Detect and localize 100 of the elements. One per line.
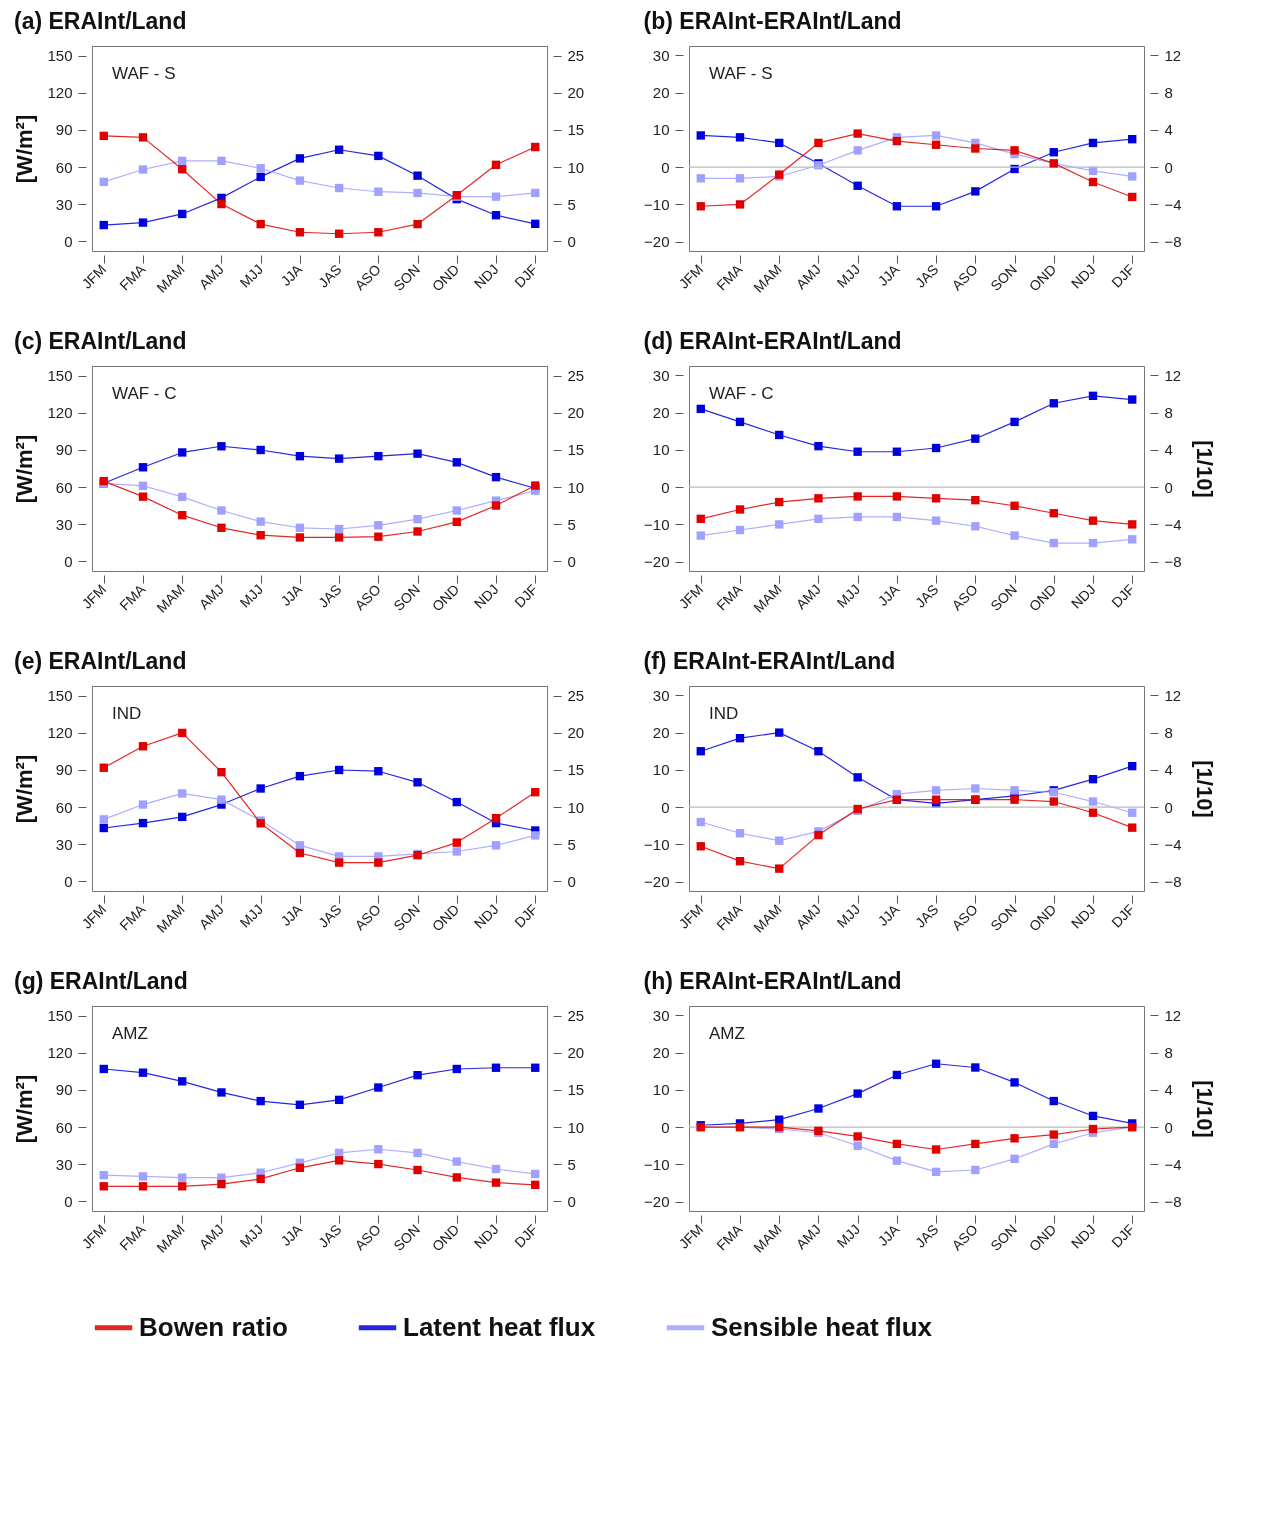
y-tick-label: 30 (652, 366, 670, 384)
y2-tick-label: 4 (1164, 1081, 1173, 1099)
y-tick-label: 120 (47, 84, 73, 102)
y2-tick-label: −4 (1164, 195, 1182, 213)
y2-tick-label: −4 (1164, 835, 1182, 853)
y-tick-label: 150 (47, 1007, 73, 1025)
y-tick-label: −10 (644, 195, 670, 213)
y-tick-label: 30 (55, 515, 73, 533)
y-axis-title: [W/m²] (12, 1074, 38, 1144)
y-tick-label: 120 (47, 1044, 73, 1062)
y2-tick-label: 0 (1164, 478, 1173, 496)
y-tick-label: 90 (55, 121, 73, 139)
y-tick-label: 30 (652, 686, 670, 704)
y2-tick-label: −4 (1164, 515, 1182, 533)
y2-tick-label: 25 (567, 1007, 585, 1025)
y-tick-label: 0 (661, 478, 670, 496)
y-tick-label: 10 (652, 441, 670, 459)
y2-tick-label: −8 (1164, 1193, 1182, 1211)
annotation: AMZ (709, 1024, 745, 1043)
y2-tick-label: 10 (567, 1118, 585, 1136)
y2-tick-label: 12 (1164, 46, 1182, 64)
y-tick-label: 20 (652, 724, 670, 742)
y2-tick-label: 8 (1164, 404, 1173, 422)
y2-tick-label: 10 (567, 158, 585, 176)
x-tick-label: JJA (874, 580, 903, 609)
y-tick-label: 0 (64, 232, 73, 250)
y-tick-label: −20 (644, 233, 670, 251)
y2-tick-label: 8 (1164, 724, 1173, 742)
legend-label: Latent heat flux (403, 1311, 596, 1342)
y2-tick-label: 0 (567, 872, 576, 890)
y2-tick-label: 4 (1164, 761, 1173, 779)
x-tick-label: JAS (912, 1221, 942, 1251)
y2-tick-label: 15 (567, 441, 585, 459)
y2-tick-label: 20 (567, 1044, 585, 1062)
annotation: WAF - S (112, 64, 176, 83)
y2-tick-label: 10 (567, 798, 585, 816)
y-tick-label: 90 (55, 441, 73, 459)
x-tick-label: JJA (874, 260, 903, 289)
y-axis-title: [W/m²] (12, 434, 38, 504)
y2-tick-label: 25 (567, 47, 585, 65)
x-tick-label: JJA (277, 260, 306, 289)
chart-title: (h) ERAInt-ERAInt/Land (643, 968, 902, 994)
legend-label: Sensible heat flux (711, 1311, 933, 1342)
y2-tick-label: 0 (567, 1192, 576, 1210)
y2-axis-title: [1/10] (1191, 760, 1217, 818)
y-tick-label: 90 (55, 1081, 73, 1099)
y2-axis-title: [1/10] (1191, 440, 1217, 498)
annotation: WAF - S (709, 64, 773, 83)
y-axis-title: [W/m²] (12, 114, 38, 184)
y-tick-label: 30 (652, 46, 670, 64)
y2-tick-label: 10 (567, 478, 585, 496)
x-tick-label: JJA (277, 900, 306, 929)
chart-title: (a) ERAInt/Land (13, 8, 187, 34)
y2-tick-label: 12 (1164, 1006, 1182, 1024)
x-tick-label: JAS (912, 261, 942, 291)
y2-tick-label: −4 (1164, 1155, 1182, 1173)
y2-tick-label: 0 (567, 232, 576, 250)
annotation: WAF - C (709, 384, 774, 403)
y-tick-label: 30 (55, 1155, 73, 1173)
y-tick-label: 0 (661, 158, 670, 176)
x-tick-label: JAS (315, 581, 345, 611)
y-tick-label: 0 (64, 552, 73, 570)
chart-title: (g) ERAInt/Land (13, 968, 188, 994)
x-tick-label: JJA (874, 900, 903, 929)
y-axis-title: [W/m²] (12, 754, 38, 824)
y-tick-label: 20 (652, 84, 670, 102)
y2-tick-label: 0 (1164, 158, 1173, 176)
chart-title: (e) ERAInt/Land (13, 648, 187, 674)
y2-tick-label: 5 (567, 195, 576, 213)
y2-tick-label: 8 (1164, 1044, 1173, 1062)
y-tick-label: 150 (47, 687, 73, 705)
y-tick-label: 90 (55, 761, 73, 779)
y2-tick-label: −8 (1164, 553, 1182, 571)
legend-label: Bowen ratio (139, 1311, 288, 1342)
y2-tick-label: 20 (567, 404, 585, 422)
annotation: IND (709, 704, 739, 723)
y-tick-label: 30 (652, 1006, 670, 1024)
y2-tick-label: 5 (567, 1155, 576, 1173)
y2-tick-label: 20 (567, 84, 585, 102)
annotation: WAF - C (112, 384, 177, 403)
y2-tick-label: 5 (567, 835, 576, 853)
chart-title: (c) ERAInt/Land (13, 328, 187, 354)
x-tick-label: JJA (277, 1220, 306, 1249)
chart-title: (d) ERAInt-ERAInt/Land (643, 328, 902, 354)
y-tick-label: 120 (47, 404, 73, 422)
y-tick-label: 10 (652, 121, 670, 139)
y2-tick-label: 0 (567, 552, 576, 570)
y2-tick-label: 0 (1164, 798, 1173, 816)
annotation: IND (112, 704, 142, 723)
y2-tick-label: 5 (567, 515, 576, 533)
y-tick-label: 60 (55, 158, 73, 176)
y2-tick-label: 15 (567, 121, 585, 139)
y-tick-label: 0 (661, 798, 670, 816)
y-tick-label: 150 (47, 367, 73, 385)
y-tick-label: −10 (644, 835, 670, 853)
y2-tick-label: −8 (1164, 873, 1182, 891)
y2-tick-label: 15 (567, 1081, 585, 1099)
y2-tick-label: −8 (1164, 233, 1182, 251)
y-tick-label: 20 (652, 1044, 670, 1062)
y2-tick-label: 12 (1164, 686, 1182, 704)
